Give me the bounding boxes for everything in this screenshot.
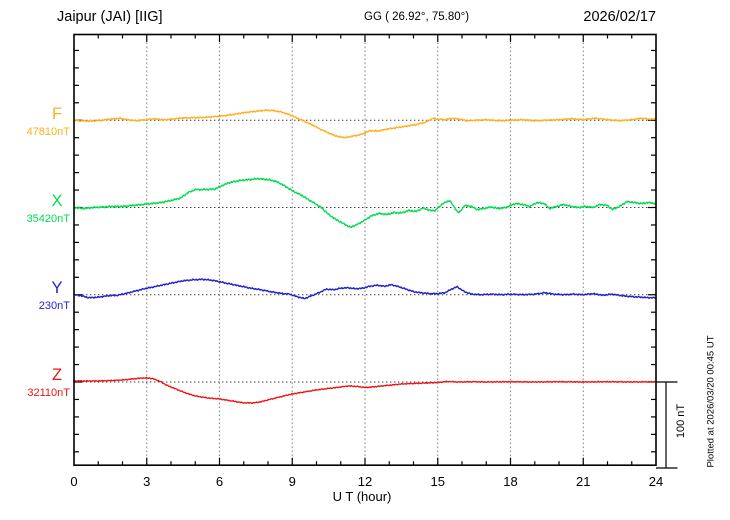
vertical-gridlines — [146, 34, 584, 466]
trace-x — [73, 177, 657, 229]
x-tick-label-0: 0 — [70, 474, 78, 489]
scale-bar-label: 100 nT — [675, 403, 687, 439]
component-baseline-value-y: 230nT — [38, 299, 70, 312]
x-tick-label-6: 6 — [215, 474, 224, 489]
plot-date: 2026/02/17 — [583, 9, 656, 25]
x-tick-label-15: 15 — [430, 474, 445, 489]
plot-frame — [73, 33, 657, 467]
station-title: Jaipur (JAI) [IIG] — [57, 9, 163, 25]
x-tick-label-9: 9 — [288, 474, 296, 489]
x-axis-title: U T (hour) — [332, 489, 392, 504]
component-baseline-value-z: 32110nT — [27, 386, 70, 399]
component-baseline-value-f: 47810nT — [26, 125, 70, 138]
trace-y — [73, 278, 657, 300]
plotted-at-note: Plotted at 2026/03/20 00:45 UT — [705, 335, 717, 468]
geographic-coordinates: GG ( 26.92°, 75.80°) — [364, 11, 470, 23]
x-tick-label-24: 24 — [648, 474, 664, 489]
component-letter-z: Z — [51, 366, 63, 384]
component-letter-x: X — [51, 192, 63, 210]
trace-f — [73, 108, 657, 139]
component-letter-y: Y — [51, 279, 63, 297]
trace-z — [73, 376, 657, 404]
scale-bar — [656, 381, 678, 469]
x-tick-label-12: 12 — [357, 474, 373, 489]
x-tick-label-18: 18 — [503, 474, 518, 489]
component-baseline-value-x: 35420nT — [26, 212, 70, 225]
x-tick-label-3: 3 — [143, 474, 151, 489]
x-tick-label-21: 21 — [576, 474, 591, 489]
component-letter-f: F — [51, 105, 63, 123]
